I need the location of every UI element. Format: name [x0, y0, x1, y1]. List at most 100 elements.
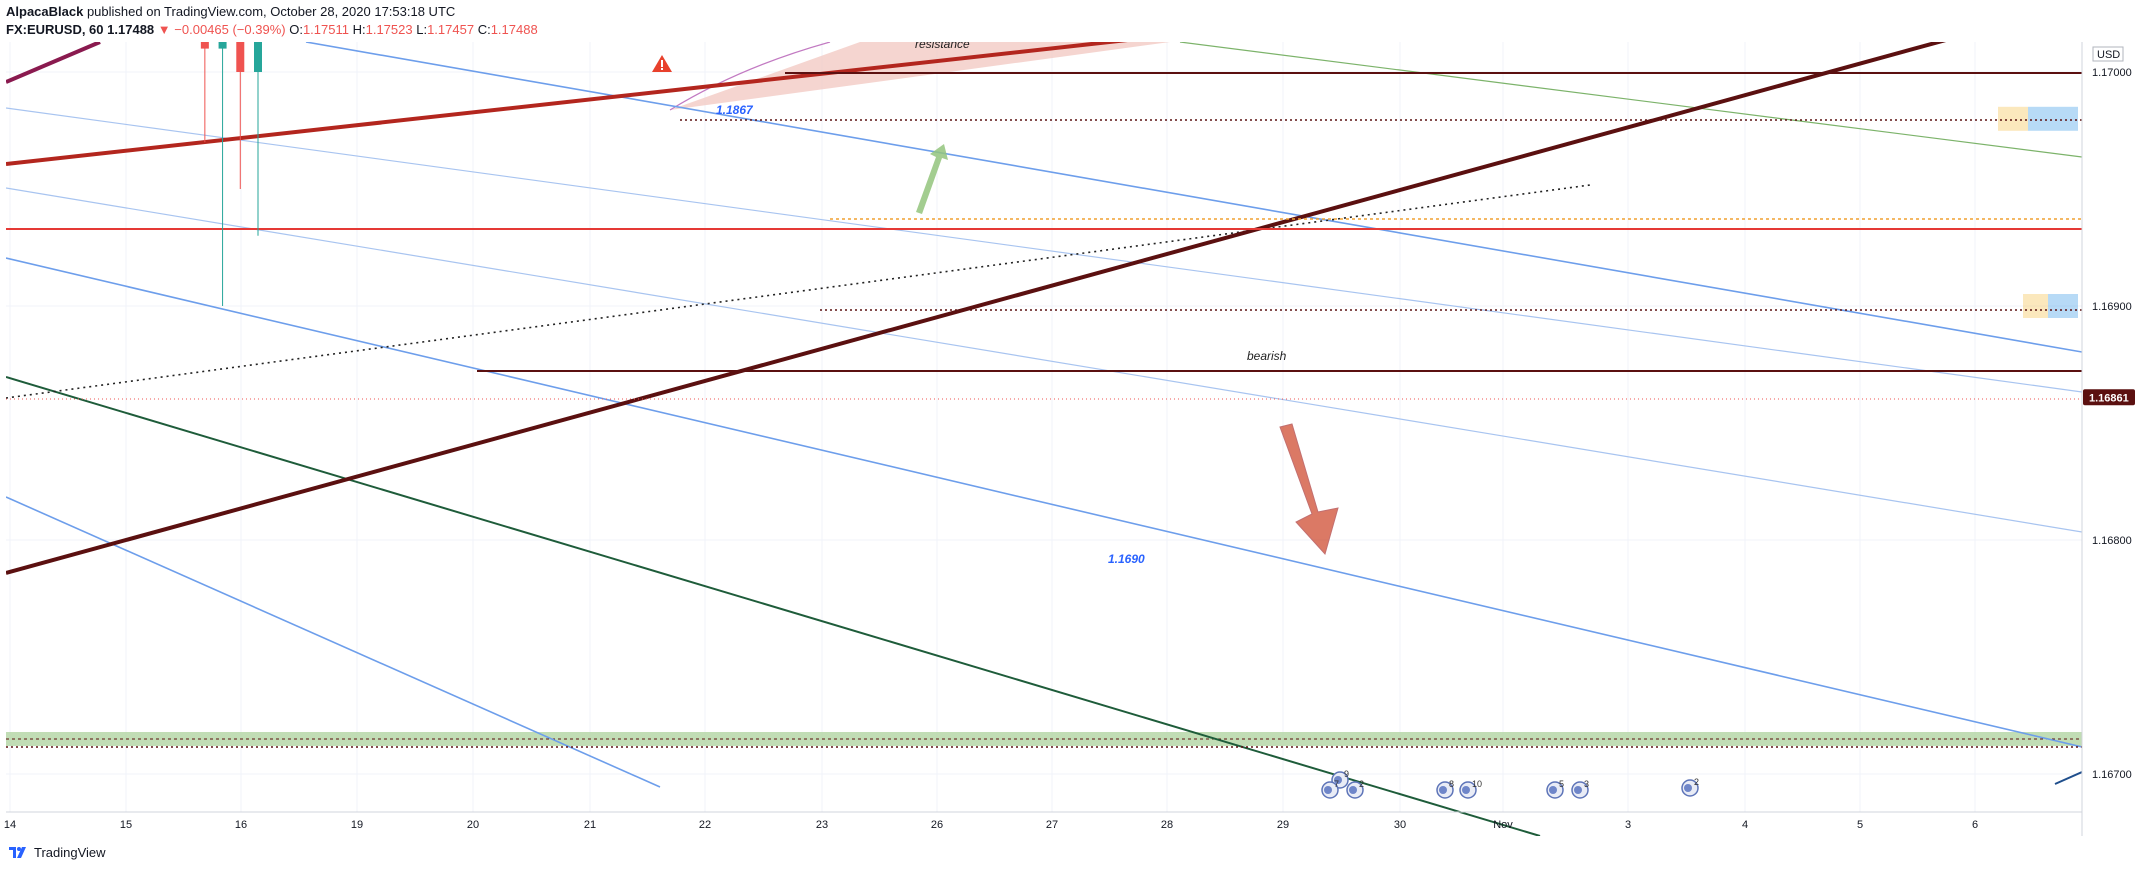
calendar-event-icon[interactable]: 7	[1321, 779, 1339, 799]
calendar-event-icon[interactable]: 2	[1681, 777, 1699, 797]
down-triangle-icon: ▼	[157, 22, 171, 37]
event-count: 5	[1559, 779, 1564, 789]
calendar-event-icon[interactable]: 10	[1459, 779, 1482, 799]
time-tick-label[interactable]: 27	[1046, 819, 1058, 831]
channel-upper	[305, 42, 2082, 353]
channel-lower	[6, 257, 2082, 748]
economic-events[interactable]: 97 2 8 10 5 3 2	[1321, 769, 1699, 799]
price-label: 1.16861	[2083, 389, 2135, 406]
time-tick-label[interactable]: 19	[351, 819, 363, 831]
purple-trendline	[6, 42, 101, 84]
event-count: 2	[1694, 777, 1699, 787]
time-tick-label[interactable]: 14	[4, 819, 16, 831]
close-value: 1.17488	[490, 22, 538, 37]
event-flag	[1349, 786, 1357, 794]
time-tick-label[interactable]: 29	[1277, 819, 1289, 831]
currency-label: USD	[2097, 49, 2120, 61]
currency-box[interactable]: USD	[2092, 46, 2124, 62]
calendar-event-icon[interactable]: 5	[1546, 779, 1564, 799]
tradingview-logo-icon[interactable]	[8, 844, 30, 860]
event-count: 2	[1359, 779, 1364, 789]
publish-info: AlpacaBlack published on TradingView.com…	[6, 4, 455, 19]
event-count: 3	[1584, 779, 1589, 789]
symbol-name[interactable]: FX:EURUSD, 60	[6, 22, 104, 37]
time-axis-ticks[interactable]: 14 15 16 19 20 21 22 23 26 27 28 29 30 Nov 3 4 5 6	[4, 819, 1978, 831]
open-label: O:	[289, 22, 303, 37]
event-flag	[1549, 786, 1557, 794]
event-count: 10	[1472, 779, 1482, 789]
resistance-arc	[669, 42, 831, 111]
candle-body	[218, 42, 227, 49]
time-tick-label[interactable]: 22	[699, 819, 711, 831]
brand-name[interactable]: TradingView	[34, 845, 106, 860]
price-axis-ticks: 1.16700 1.16800 1.16900 1.17000	[2092, 67, 2132, 781]
volume-profile-sell	[2023, 294, 2048, 318]
candle-body	[200, 42, 209, 49]
dotted-rising-line	[6, 184, 1591, 399]
green-arrow-icon	[916, 144, 948, 214]
annotation-bearish: bearish	[1247, 349, 1287, 363]
warning-icon[interactable]	[652, 55, 672, 72]
time-tick-label[interactable]: 4	[1742, 819, 1748, 831]
plot-background	[6, 42, 2082, 836]
time-tick-label[interactable]: 16	[235, 819, 247, 831]
chart-header: AlpacaBlack published on TradingView.com…	[0, 0, 2147, 42]
time-tick-label[interactable]: 20	[467, 819, 479, 831]
price-tick-label: 1.17000	[2092, 67, 2132, 79]
time-tick-label[interactable]: 3	[1625, 819, 1631, 831]
event-flag	[1684, 784, 1692, 792]
green-trendline	[1179, 42, 2082, 158]
red-down-arrow-icon	[1279, 423, 1339, 556]
grid	[6, 42, 2082, 812]
event-count: 7	[1334, 779, 1339, 789]
dark-green-trendline	[6, 376, 1541, 836]
drawings-layer: resistance 1.1867 bearish 1.1690 97 2 8 10 5…	[6, 42, 2082, 836]
price-label-text: 1.16861	[2089, 392, 2129, 404]
author-name[interactable]: AlpacaBlack	[6, 4, 84, 19]
annotation-low: 1.1690	[1108, 552, 1145, 566]
time-tick-label[interactable]: Nov	[1493, 819, 1513, 831]
event-flag	[1439, 786, 1447, 794]
footer: TradingView	[0, 836, 2147, 870]
resistance-shade	[670, 42, 1170, 110]
calendar-event-icon[interactable]: 2	[1346, 779, 1364, 799]
close-label: C:	[477, 22, 491, 37]
price-axis[interactable]	[2082, 42, 2147, 836]
symbol-info: FX:EURUSD, 60 1.17488 ▼ −0.00465 (−0.39%…	[6, 22, 538, 37]
volume-profile-sell	[1998, 106, 2028, 131]
price-tick-label: 1.16900	[2092, 301, 2132, 313]
publish-text: published on TradingView.com, October 28…	[86, 4, 456, 19]
time-tick-label[interactable]: 6	[1972, 819, 1978, 831]
time-tick-label[interactable]: 26	[931, 819, 943, 831]
high-value: 1.17523	[365, 22, 413, 37]
time-tick-label[interactable]: 5	[1857, 819, 1863, 831]
calendar-event-icon[interactable]: 3	[1571, 779, 1589, 799]
annotation-high: 1.1867	[716, 103, 754, 117]
event-flag	[1324, 786, 1332, 794]
price-tick-label: 1.16700	[2092, 769, 2132, 781]
channel-bottom	[6, 496, 661, 788]
price-chart[interactable]: resistance 1.1867 bearish 1.1690 97 2 8 10 5…	[0, 42, 2147, 836]
time-tick-label[interactable]: 23	[816, 819, 828, 831]
time-tick-label[interactable]: 30	[1394, 819, 1406, 831]
event-flag	[1334, 776, 1342, 784]
volume-profile-buy	[2048, 294, 2078, 318]
channel-bottom-right	[2054, 771, 2082, 785]
channel-upper-inner	[6, 107, 2082, 393]
time-tick-label[interactable]: 15	[120, 819, 132, 831]
last-price: 1.17488	[107, 22, 155, 37]
time-tick-label[interactable]: 28	[1161, 819, 1173, 831]
candle-body	[236, 42, 245, 72]
price-labels: 1.188681.186701.182491.182071.178651.176…	[2083, 389, 2135, 406]
time-tick-label[interactable]: 21	[584, 819, 596, 831]
high-label: H:	[352, 22, 366, 37]
volume-profile	[1998, 106, 2078, 318]
low-label: L:	[416, 22, 428, 37]
price-change: −0.00465 (−0.39%)	[174, 22, 286, 37]
event-count: 9	[1344, 769, 1349, 779]
calendar-event-icon[interactable]: 8	[1436, 779, 1454, 799]
event-flag	[1462, 786, 1470, 794]
low-value: 1.17457	[427, 22, 475, 37]
event-flag	[1574, 786, 1582, 794]
open-value: 1.17511	[302, 22, 349, 37]
